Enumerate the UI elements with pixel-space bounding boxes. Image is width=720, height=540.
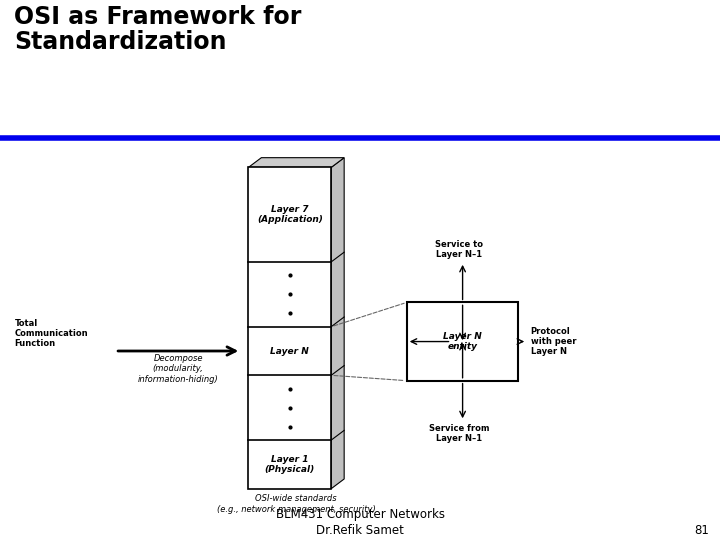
Text: Layer N
entity: Layer N entity <box>444 332 482 351</box>
Text: OSI as Framework for
Standardization: OSI as Framework for Standardization <box>14 5 302 55</box>
Text: Layer 7
(Application): Layer 7 (Application) <box>257 205 323 224</box>
Polygon shape <box>248 158 344 167</box>
Text: 81: 81 <box>694 524 709 537</box>
Text: OSI-wide standards
(e.g., network management, security): OSI-wide standards (e.g., network manage… <box>217 494 376 514</box>
Text: Total
Communication
Function: Total Communication Function <box>14 319 88 348</box>
Text: Decompose
(modularity,
information-hiding): Decompose (modularity, information-hidin… <box>138 354 219 383</box>
Text: BLM431 Computer Networks
Dr.Refik Samet: BLM431 Computer Networks Dr.Refik Samet <box>276 508 444 537</box>
Text: Protocol
with peer
Layer N: Protocol with peer Layer N <box>531 327 576 356</box>
Bar <box>248 167 331 489</box>
Text: Layer N: Layer N <box>271 347 309 355</box>
Text: Service from
Layer N–1: Service from Layer N–1 <box>428 424 490 443</box>
Polygon shape <box>331 158 344 489</box>
Text: Layer 1
(Physical): Layer 1 (Physical) <box>265 455 315 474</box>
Text: Service to
Layer N–1: Service to Layer N–1 <box>435 240 483 259</box>
Bar <box>407 302 518 381</box>
